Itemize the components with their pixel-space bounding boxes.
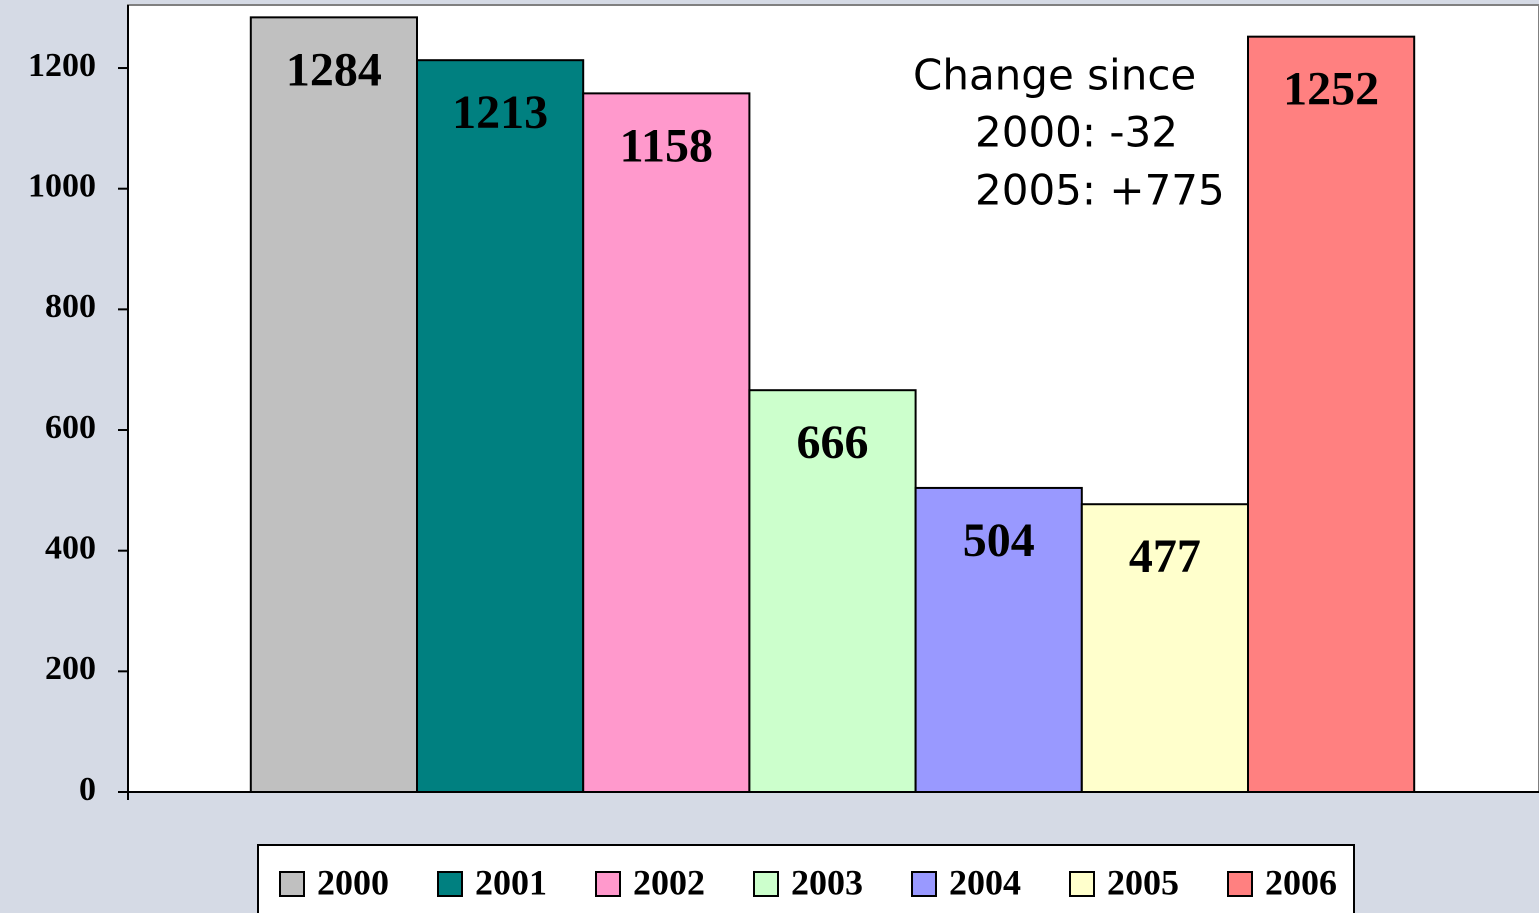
bar — [1247, 35, 1416, 794]
y-tick-label: 600 — [45, 409, 96, 446]
legend-swatch — [279, 871, 305, 897]
bar — [914, 486, 1083, 793]
legend-swatch — [1069, 871, 1095, 897]
legend-swatch — [595, 871, 621, 897]
bar — [582, 92, 751, 793]
bar — [1080, 503, 1250, 793]
annotation: 2005: +775 — [975, 166, 1225, 215]
legend-label: 2002 — [633, 862, 705, 902]
value-label: 1158 — [620, 119, 713, 172]
bar — [416, 59, 585, 794]
legend-label: 2005 — [1107, 862, 1179, 902]
y-tick-label: 1000 — [28, 167, 96, 204]
y-tick-label: 200 — [45, 650, 96, 687]
legend-label: 2001 — [475, 862, 547, 902]
legend-swatch — [753, 871, 779, 897]
value-label: 666 — [797, 416, 869, 469]
value-label: 1252 — [1283, 63, 1379, 116]
legend-swatch — [911, 871, 937, 897]
value-label: 1284 — [286, 43, 382, 96]
annotation: 2000: -32 — [975, 108, 1178, 157]
y-tick-label: 1200 — [28, 47, 96, 84]
y-tick-label: 0 — [79, 771, 96, 808]
annotation: Change since — [913, 51, 1196, 100]
legend-swatch — [437, 871, 463, 897]
y-tick-label: 800 — [45, 288, 96, 325]
y-tick-label: 400 — [45, 529, 96, 566]
legend-label: 2003 — [791, 862, 863, 902]
legend-label: 2006 — [1265, 862, 1337, 902]
bar — [748, 389, 917, 793]
value-label: 504 — [963, 514, 1035, 567]
bar — [249, 16, 418, 794]
value-label: 477 — [1129, 530, 1201, 583]
legend-swatch — [1227, 871, 1253, 897]
legend-label: 2000 — [317, 862, 389, 902]
legend-label: 2004 — [949, 862, 1021, 902]
value-label: 1213 — [452, 86, 548, 139]
